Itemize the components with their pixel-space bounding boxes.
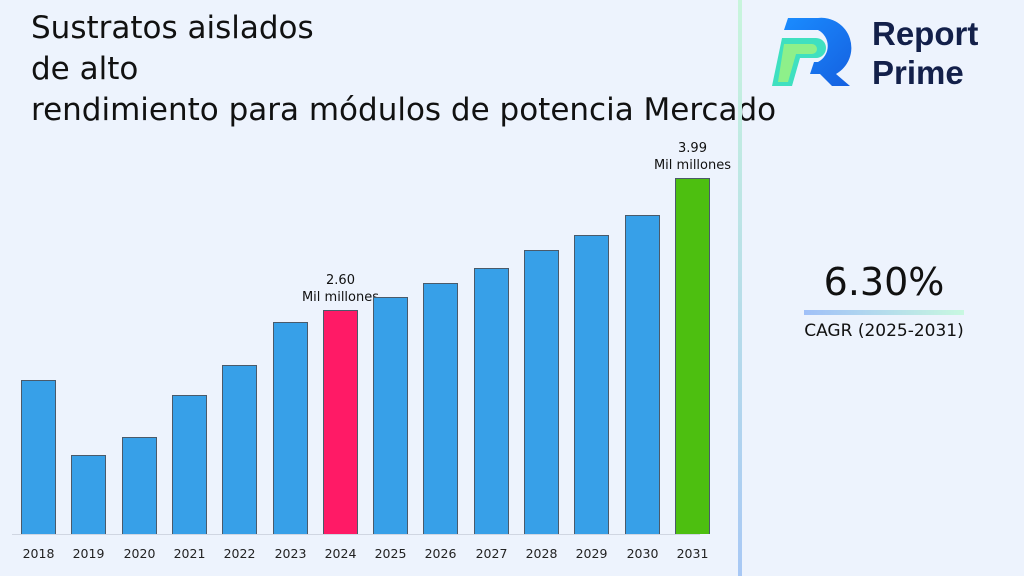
logo-text-line-2: Prime (872, 54, 964, 91)
data-label-2031: 3.99 Mil millones (643, 140, 743, 174)
bar-2030 (625, 215, 660, 534)
data-label-unit: Mil millones (301, 290, 380, 305)
bar-2028 (524, 250, 559, 534)
bar-2020 (122, 437, 157, 534)
x-tick-label: 2025 (374, 546, 407, 561)
bar-2022 (222, 365, 257, 534)
bar-2024 (323, 310, 358, 534)
x-tick-label: 2018 (22, 546, 55, 561)
data-label-unit: Mil millones (653, 158, 732, 173)
title-line-3: rendimiento para módulos de potencia Mer… (31, 92, 777, 128)
x-tick-label: 2023 (274, 546, 307, 561)
x-tick-label: 2019 (72, 546, 105, 561)
data-label-2024: 2.60 Mil millones (291, 272, 391, 306)
x-tick-label: 2030 (626, 546, 659, 561)
bar-chart: 2018 2019 2020 2021 2022 2023 2024 2.60 Mil mill… (12, 141, 731, 561)
logo-text-line-1: Report (872, 15, 979, 52)
x-tick-label: 2028 (525, 546, 558, 561)
bar-2019 (71, 455, 106, 534)
data-label-value: 3.99 (678, 141, 707, 156)
title-line-1: Sustratos aislados (31, 10, 314, 46)
bar-2023 (273, 322, 308, 534)
x-tick-label: 2021 (173, 546, 206, 561)
cagr-label: CAGR (2025-2031) (804, 321, 964, 341)
bar-2018 (21, 380, 56, 534)
report-prime-logo-icon (772, 17, 852, 86)
x-tick-label: 2031 (676, 546, 709, 561)
bar-2025 (373, 297, 408, 534)
bar-2031 (675, 178, 710, 534)
x-tick-label: 2020 (123, 546, 156, 561)
bar-2021 (172, 395, 207, 534)
report-prime-logo: Report Prime (766, 14, 1006, 94)
title-line-2: de alto (31, 51, 139, 87)
page-title: Sustratos aislados de alto rendimiento p… (31, 8, 776, 131)
cagr-underline (804, 310, 964, 315)
logo-text: Report Prime (872, 14, 978, 92)
x-tick-label: 2027 (475, 546, 508, 561)
x-tick-label: 2024 (324, 546, 357, 561)
x-tick-label: 2022 (223, 546, 256, 561)
x-tick-label: 2026 (424, 546, 457, 561)
x-axis-line (12, 534, 700, 535)
bar-2027 (474, 268, 509, 534)
bar-2029 (574, 235, 609, 534)
bar-2026 (423, 283, 458, 534)
vertical-divider (738, 0, 742, 576)
data-label-value: 2.60 (326, 273, 355, 288)
cagr-value: 6.30% (823, 260, 945, 304)
x-tick-label: 2029 (575, 546, 608, 561)
cagr-panel: 6.30% CAGR (2025-2031) (800, 258, 968, 341)
